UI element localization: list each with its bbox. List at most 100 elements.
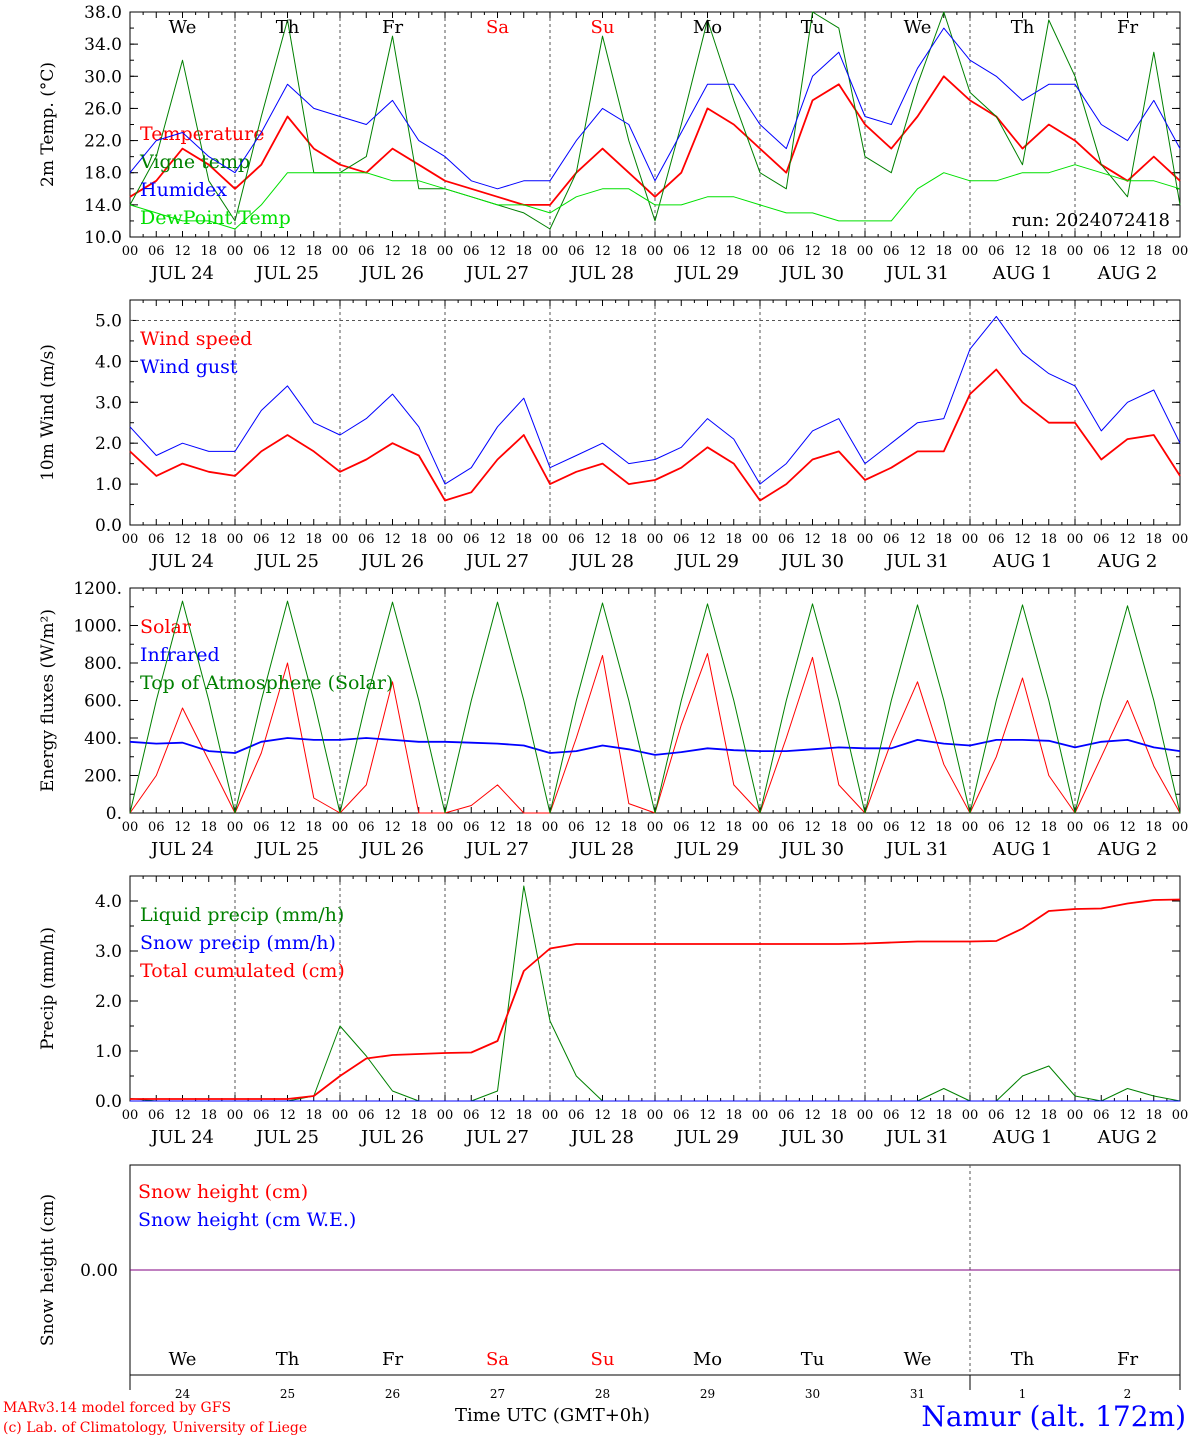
hour-tick-label: 18 (410, 244, 427, 259)
series-line-dewpoint-temp (129, 164, 1181, 230)
hour-tick-label: 00 (857, 820, 874, 835)
hour-tick-label: 00 (437, 244, 454, 259)
day-number-label: 28 (595, 1387, 610, 1401)
hour-tick-label: 06 (568, 820, 585, 835)
hour-tick-label: 00 (332, 532, 349, 547)
series-line-infrared (129, 737, 1181, 756)
hour-tick-label: 18 (305, 532, 322, 547)
series-line-total-cumulated-cm- (130, 898, 1181, 1100)
hour-tick-label: 00 (857, 244, 874, 259)
legend-entry: Liquid precip (mm/h) (140, 904, 344, 926)
date-label: JUL 28 (569, 263, 634, 284)
hour-tick-label: 18 (1145, 244, 1162, 259)
hour-tick-label: 06 (148, 532, 165, 547)
series-line-vigne-temp (129, 11, 1181, 230)
plot-frame (129, 299, 1181, 526)
weekday-label: Mo (693, 1349, 722, 1370)
hour-tick-label: 12 (174, 820, 191, 835)
hour-tick-label: 12 (384, 820, 401, 835)
hour-tick-label: 12 (804, 532, 821, 547)
date-label: JUL 30 (779, 1127, 844, 1148)
plot-frame (129, 587, 1181, 814)
y-tick-label: 2.0 (95, 434, 122, 454)
hour-tick-label: 06 (673, 820, 690, 835)
hour-tick-label: 18 (935, 532, 952, 547)
hour-tick-label: 00 (437, 1108, 454, 1123)
hour-tick-label: 06 (1093, 820, 1110, 835)
weekday-label: Su (591, 1349, 615, 1370)
hour-tick-label: 00 (962, 532, 979, 547)
series-line-wind-gust (129, 315, 1181, 485)
hour-tick-label: 18 (200, 820, 217, 835)
hour-tick-label: 18 (305, 1108, 322, 1123)
hour-tick-label: 06 (148, 244, 165, 259)
hour-tick-label: 12 (174, 532, 191, 547)
hour-tick-label: 12 (1014, 244, 1031, 259)
hour-tick-label: 18 (305, 820, 322, 835)
station-label: Namur (alt. 172m) (921, 1400, 1186, 1433)
hour-tick-label: 12 (804, 1108, 821, 1123)
hour-tick-label: 00 (647, 244, 664, 259)
hour-tick-label: 06 (778, 820, 795, 835)
y-axis-label: Energy fluxes (W/m²) (38, 609, 58, 792)
hour-tick-label: 00 (1067, 820, 1084, 835)
hour-tick-label: 00 (542, 244, 559, 259)
model-credit: MARv3.14 model forced by GFS (3, 1400, 232, 1416)
hour-tick-label: 06 (148, 1108, 165, 1123)
day-number-label: 27 (490, 1387, 505, 1401)
hour-tick-label: 06 (568, 532, 585, 547)
y-tick-label: 5.0 (95, 311, 122, 331)
legend-entry: Humidex (140, 179, 227, 201)
date-label: JUL 29 (674, 551, 739, 572)
y-tick-label: 800. (84, 654, 122, 674)
date-label: AUG 2 (1097, 263, 1158, 284)
hour-tick-label: 12 (1014, 532, 1031, 547)
hour-tick-label: 00 (647, 532, 664, 547)
hour-tick-label: 06 (778, 532, 795, 547)
hour-tick-label: 06 (253, 532, 270, 547)
hour-tick-label: 12 (1119, 244, 1136, 259)
hour-tick-label: 12 (384, 244, 401, 259)
hour-tick-label: 18 (935, 820, 952, 835)
y-tick-label: 3.0 (95, 393, 122, 413)
hour-tick-label: 18 (515, 820, 532, 835)
hour-tick-label: 06 (988, 1108, 1005, 1123)
hour-tick-label: 12 (594, 244, 611, 259)
y-tick-label: 1.0 (95, 1042, 122, 1062)
hour-tick-label: 12 (279, 1108, 296, 1123)
date-label: JUL 24 (149, 839, 214, 860)
y-tick-label: 0. (106, 804, 122, 824)
y-tick-label: 1200. (73, 579, 122, 599)
date-label: JUL 28 (569, 839, 634, 860)
panel-wind: 00 06 12 18 00 06 12 18 00 06 12 18 00 06 12 18 00 06 12 18… (38, 299, 1189, 572)
date-label: JUL 30 (779, 839, 844, 860)
time-axis-label: Time UTC (GMT+0h) (455, 1405, 650, 1426)
date-label: JUL 27 (464, 551, 529, 572)
hour-tick-label: 18 (620, 820, 637, 835)
run-label: run: 2024072418 (1012, 210, 1170, 231)
date-label: JUL 26 (359, 551, 424, 572)
y-tick-label: 4.0 (95, 892, 122, 912)
hour-tick-label: 18 (725, 244, 742, 259)
hour-tick-label: 00 (752, 820, 769, 835)
y-tick-label: 26.0 (84, 99, 122, 119)
date-label: JUL 24 (149, 551, 214, 572)
hour-tick-label: 18 (410, 532, 427, 547)
hour-tick-label: 18 (1145, 820, 1162, 835)
hour-tick-label: 00 (857, 1108, 874, 1123)
date-label: JUL 24 (149, 1127, 214, 1148)
hour-tick-label: 18 (515, 1108, 532, 1123)
legend-entry: Total cumulated (cm) (140, 960, 345, 982)
hour-tick-label: 00 (542, 820, 559, 835)
date-label: AUG 1 (992, 1127, 1053, 1148)
weekday-label: Fr (382, 17, 403, 38)
y-tick-label: 3.0 (95, 942, 122, 962)
date-label: JUL 25 (254, 263, 319, 284)
hour-tick-label: 00 (1172, 532, 1189, 547)
hour-tick-label: 06 (358, 244, 375, 259)
hour-tick-label: 00 (122, 820, 139, 835)
hour-tick-label: 12 (1014, 1108, 1031, 1123)
hour-tick-label: 18 (200, 532, 217, 547)
hour-tick-label: 00 (962, 1108, 979, 1123)
